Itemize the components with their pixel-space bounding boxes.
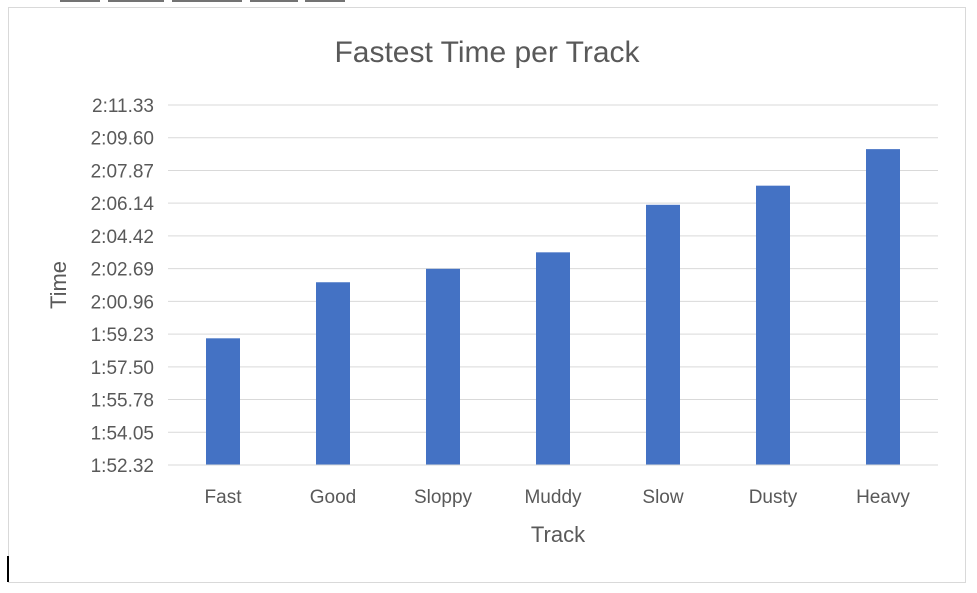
- bar-slow[interactable]: [646, 204, 680, 465]
- y-tick-label: 2:02.69: [91, 260, 154, 281]
- x-axis-title: Track: [531, 522, 586, 547]
- chart-area[interactable]: Fastest Time per Track 1:52.32 1:54.05 1:5…: [8, 7, 966, 583]
- x-tick-label: Fast: [205, 487, 243, 508]
- bars: [206, 149, 900, 465]
- y-axis-title: Time: [46, 261, 71, 309]
- y-tick-label: 1:57.50: [91, 358, 154, 379]
- x-tick-label: Dusty: [749, 487, 798, 508]
- y-tick-label: 2:06.14: [91, 194, 155, 215]
- bar-sloppy[interactable]: [426, 268, 460, 465]
- y-tick-label: 2:00.96: [91, 292, 154, 313]
- bar-muddy[interactable]: [536, 252, 570, 465]
- x-axis-tick-labels: Fast Good Sloppy Muddy Slow Dusty Heavy: [205, 487, 911, 508]
- cropped-text-fragment: [0, 0, 360, 6]
- y-tick-label: 2:09.60: [91, 129, 154, 150]
- y-tick-label: 2:07.87: [91, 161, 154, 182]
- bar-dusty[interactable]: [756, 185, 790, 465]
- bar-good[interactable]: [316, 282, 350, 465]
- y-tick-label: 1:55.78: [91, 391, 154, 412]
- y-tick-label: 1:59.23: [91, 325, 154, 346]
- x-tick-label: Heavy: [856, 487, 910, 508]
- bar-chart: Fastest Time per Track 1:52.321:54.051:5…: [46, 36, 938, 547]
- text-cursor: [7, 556, 9, 582]
- bar-fast[interactable]: [206, 338, 240, 465]
- y-tick-label: 2:04.42: [91, 227, 154, 248]
- bar-heavy[interactable]: [866, 149, 900, 465]
- y-axis-tick-labels: 1:52.32 1:54.05 1:55.78 1:57.50 1:59.23 2:00.…: [91, 96, 155, 477]
- y-tick-label: 1:52.32: [91, 456, 154, 477]
- x-tick-label: Slow: [642, 487, 683, 508]
- x-tick-label: Muddy: [524, 487, 582, 508]
- y-tick-label: 2:11.33: [92, 96, 154, 117]
- x-tick-label: Good: [310, 487, 356, 508]
- y-tick-label: 1:54.05: [91, 423, 154, 444]
- x-tick-label: Sloppy: [414, 487, 473, 508]
- chart-title: Fastest Time per Track: [334, 36, 640, 69]
